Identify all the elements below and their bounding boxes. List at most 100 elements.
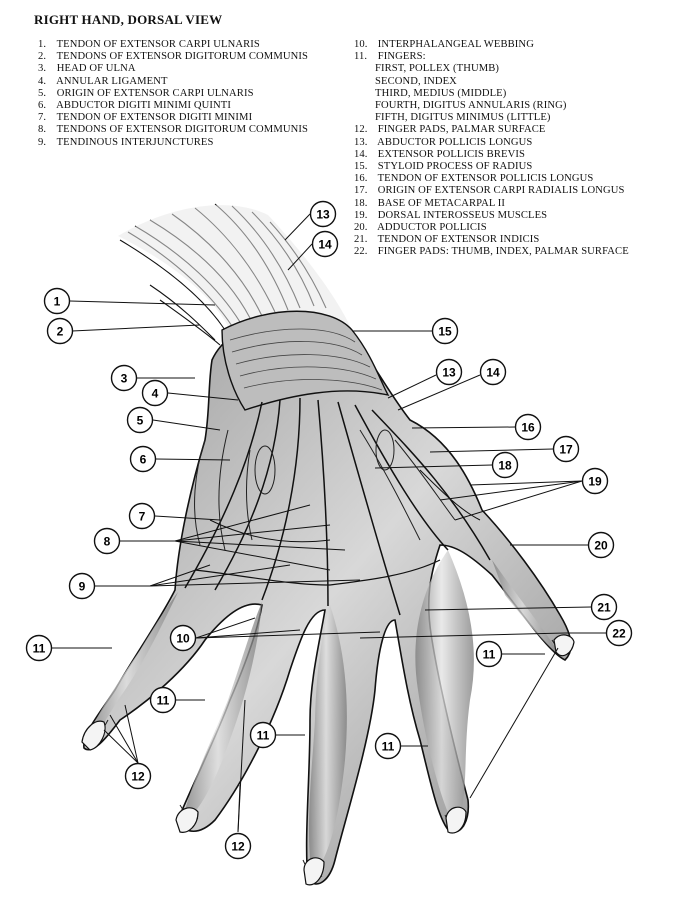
page-title: RIGHT HAND, DORSAL VIEW [34, 12, 223, 27]
legend-text: ADDUCTOR POLLICIS [377, 222, 487, 234]
legend-item: 7. TENDON OF EXTENSOR DIGITI MINIMI [38, 112, 308, 124]
legend-number: 16. [354, 173, 368, 185]
legend-item: 4. ANNULAR LIGAMENT [38, 76, 308, 88]
legend-number: 2. [38, 51, 47, 63]
svg-text:14: 14 [486, 366, 500, 380]
svg-text:22: 22 [612, 627, 626, 641]
callout-2: 2 [46, 317, 74, 345]
legend-number: 15. [354, 161, 368, 173]
legend-item: 16. TENDON OF EXTENSOR POLLICIS LONGUS [354, 173, 629, 185]
legend-item: THIRD, MEDIUS (MIDDLE) [354, 88, 629, 100]
callout-11-d: 11 [475, 640, 503, 668]
callout-19: 19 [581, 467, 609, 495]
legend-item: 18. BASE OF METACARPAL II [354, 198, 629, 210]
svg-text:9: 9 [79, 580, 86, 594]
legend-text: ABDUCTOR POLLICIS LONGUS [377, 136, 533, 148]
callout-10: 10 [169, 624, 197, 652]
legend-item: 11. FINGERS: [354, 51, 629, 63]
legend-item: 17. ORIGIN OF EXTENSOR CARPI RADIALIS LO… [354, 185, 629, 197]
callout-5: 5 [126, 406, 154, 434]
legend-text: TENDONS OF EXTENSOR DIGITORUM COMMUNIS [56, 124, 308, 136]
legend-number: 22. [354, 246, 368, 258]
legend-text: HEAD OF ULNA [56, 63, 136, 75]
legend-item: 9. TENDINOUS INTERJUNCTURES [38, 137, 308, 149]
legend-text: TENDINOUS INTERJUNCTURES [56, 136, 214, 148]
legend-text: TENDON OF EXTENSOR DIGITI MINIMI [56, 112, 253, 124]
legend-number: 7. [38, 112, 47, 124]
svg-text:14: 14 [318, 238, 332, 252]
annular-ligament [221, 310, 390, 411]
legend-number: 14. [354, 148, 368, 160]
svg-text:13: 13 [316, 208, 330, 222]
legend-number: 17. [354, 185, 368, 197]
legend-text: FIRST, POLLEX (THUMB) [375, 63, 500, 75]
legend-number: 5. [38, 87, 47, 99]
legend-number: 11. [354, 51, 368, 63]
legend-text: BASE OF METACARPAL II [377, 197, 506, 209]
legend-text: DORSAL INTEROSSEUS MUSCLES [377, 209, 548, 221]
legend-item: SECOND, INDEX [354, 76, 629, 88]
callout-21: 21 [590, 593, 618, 621]
callout-12-a: 12 [124, 762, 152, 790]
legend-number: 4. [38, 75, 47, 87]
legend-item: 19. DORSAL INTEROSSEUS MUSCLES [354, 210, 629, 222]
legend-number: 13. [354, 136, 368, 148]
legend-item: 8. TENDONS OF EXTENSOR DIGITORUM COMMUNI… [38, 124, 308, 136]
callout-15: 15 [431, 317, 459, 345]
legend-text: THIRD, MEDIUS (MIDDLE) [375, 87, 507, 99]
legend-number: 20. [354, 222, 368, 234]
legend-text: ORIGIN OF EXTENSOR CARPI ULNARIS [56, 87, 254, 99]
legend-text: TENDON OF EXTENSOR POLLICIS LONGUS [377, 173, 594, 185]
legend-item: 5. ORIGIN OF EXTENSOR CARPI ULNARIS [38, 88, 308, 100]
legend-number: 1. [38, 39, 47, 50]
svg-text:1: 1 [54, 295, 61, 309]
svg-text:6: 6 [140, 453, 147, 467]
finger-shading [85, 550, 560, 875]
callout-4: 4 [141, 379, 169, 407]
legend-number: 12. [354, 124, 368, 136]
callout-3: 3 [110, 364, 138, 392]
svg-text:11: 11 [382, 740, 395, 754]
legend-item: 3. HEAD OF ULNA [38, 63, 308, 75]
forearm-shade [118, 205, 352, 334]
legend-text: EXTENSOR POLLICIS BREVIS [377, 148, 525, 160]
svg-text:17: 17 [559, 443, 573, 457]
legend-text: TENDON OF EXTENSOR CARPI ULNARIS [56, 39, 260, 50]
callout-7: 7 [128, 502, 156, 530]
legend-item: 10. INTERPHALANGEAL WEBBING [354, 39, 629, 51]
svg-text:11: 11 [483, 648, 496, 662]
legend-number: 18. [354, 197, 368, 209]
legend-text: FINGERS: [377, 51, 426, 63]
svg-text:18: 18 [498, 459, 512, 473]
callout-9: 9 [68, 572, 96, 600]
legend-item: 15. STYLOID PROCESS OF RADIUS [354, 161, 629, 173]
callout-14-upper: 14 [311, 230, 339, 258]
legend-item: FIRST, POLLEX (THUMB) [354, 63, 629, 75]
svg-text:8: 8 [104, 535, 111, 549]
svg-text:20: 20 [594, 539, 608, 553]
legend-text: FINGER PADS: THUMB, INDEX, PALMAR SURFAC… [377, 246, 629, 258]
legend-text: ORIGIN OF EXTENSOR CARPI RADIALIS LONGUS [377, 185, 625, 197]
legend-item: 14. EXTENSOR POLLICIS BREVIS [354, 149, 629, 161]
callout-16: 16 [514, 413, 542, 441]
svg-text:11: 11 [33, 642, 46, 656]
leader-lines [52, 213, 606, 833]
svg-text:5: 5 [137, 414, 144, 428]
svg-text:19: 19 [588, 475, 602, 489]
legend-text: SECOND, INDEX [375, 75, 457, 87]
legend-item: 13. ABDUCTOR POLLICIS LONGUS [354, 137, 629, 149]
callout-11-thumb-side: 11 [25, 634, 53, 662]
svg-text:2: 2 [57, 325, 64, 339]
legend-text: FOURTH, DIGITUS ANNULARIS (RING) [375, 100, 567, 112]
legend-item: 22. FINGER PADS: THUMB, INDEX, PALMAR SU… [354, 246, 629, 258]
legend-text: ABDUCTOR DIGITI MINIMI QUINTI [56, 100, 232, 112]
legend-item: 2. TENDONS OF EXTENSOR DIGITORUM COMMUNI… [38, 51, 308, 63]
svg-text:16: 16 [521, 421, 535, 435]
legend-text: STYLOID PROCESS OF RADIUS [377, 161, 533, 173]
callout-13-upper: 13 [309, 200, 337, 228]
legend-number: 8. [38, 124, 47, 136]
legend-right: 10. INTERPHALANGEAL WEBBING 11. FINGERS: F… [354, 39, 629, 259]
legend-text: FIFTH, DIGITUS MINIMUS (LITTLE) [375, 112, 551, 124]
legend-text: INTERPHALANGEAL WEBBING [377, 39, 534, 50]
